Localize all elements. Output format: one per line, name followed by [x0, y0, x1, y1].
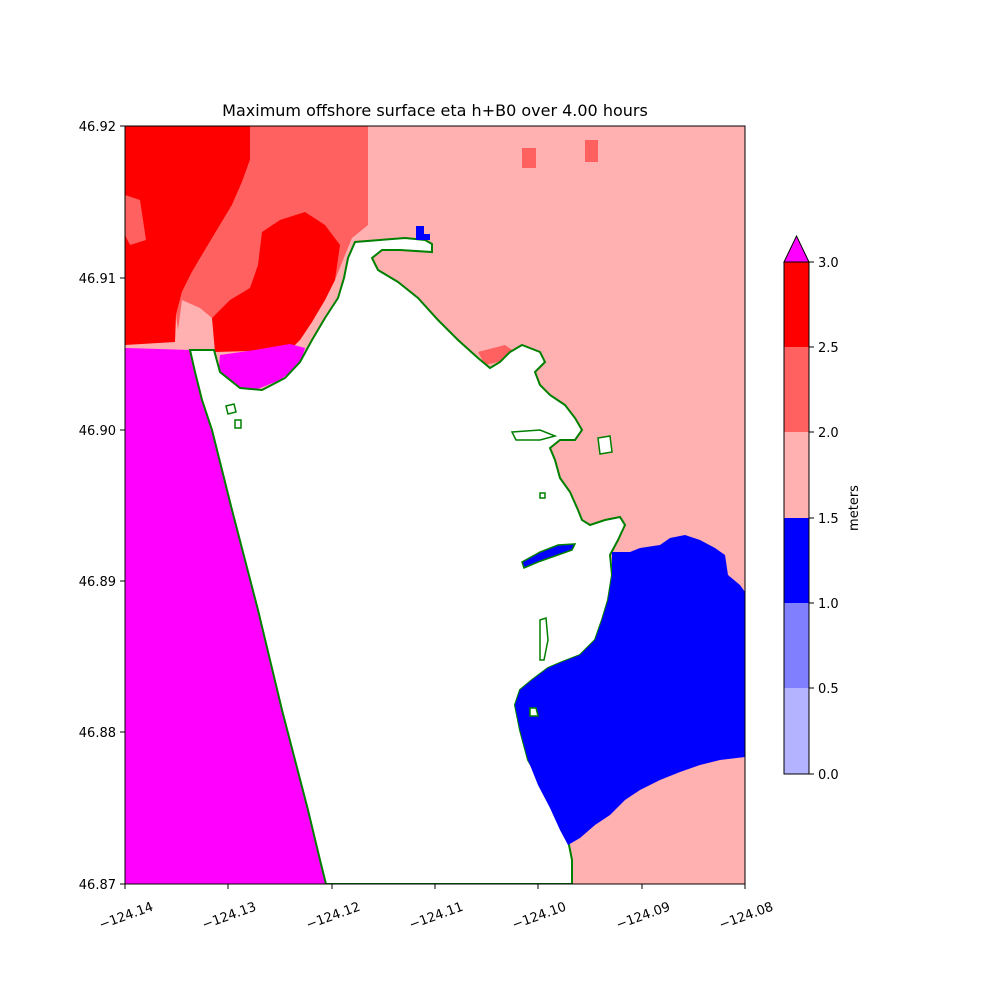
- band-2.5-3.0: [125, 126, 250, 345]
- colorbar-band-2.5-3.0: [784, 262, 809, 347]
- island: [597, 435, 613, 455]
- y-tick-label: 46.92: [79, 120, 116, 135]
- inundation-map: [125, 126, 745, 884]
- colorbar-band-1.5-2.0: [784, 432, 809, 518]
- colorbar-band-2.0-2.5: [784, 347, 809, 432]
- island: [539, 616, 549, 661]
- y-tick-label: 46.89: [79, 575, 116, 590]
- land: [188, 236, 627, 884]
- x-tick-label: −124.14: [97, 900, 155, 933]
- band-1.0-1.5: [515, 535, 745, 845]
- colorbar-tick-label: 3.0: [818, 256, 839, 271]
- band-2.0-2.5: [125, 195, 146, 245]
- band-2.5-3.0: [212, 212, 340, 352]
- colorbar-tick-label: 2.0: [818, 426, 839, 441]
- x-tick-label: −124.13: [200, 900, 258, 933]
- colorbar-extend-arrow: [783, 234, 810, 263]
- colorbar-band-0.0-0.5: [784, 688, 809, 774]
- x-axis: −124.14 −124.13 −124.12 −124.11 −124.10 …: [97, 884, 775, 933]
- x-tick-label: −124.12: [304, 900, 362, 933]
- colorbar-band-0.5-1.0: [784, 603, 809, 688]
- band-2.0-2.5: [522, 148, 536, 168]
- colorbar-band-1.0-1.5: [784, 518, 809, 603]
- x-tick-label: −124.09: [614, 900, 672, 933]
- island: [234, 419, 242, 429]
- y-tick-label: 46.88: [79, 726, 116, 741]
- band-1.0-1.5: [416, 226, 430, 240]
- band-over-3.0: [218, 344, 305, 390]
- x-tick-label: −124.08: [717, 900, 775, 933]
- island: [539, 492, 546, 499]
- island: [510, 429, 558, 441]
- colorbar-tick-label: 0.5: [818, 682, 839, 697]
- y-axis: 46.92 46.91 46.90 46.89 46.88 46.87: [79, 120, 125, 893]
- y-tick-label: 46.91: [79, 272, 116, 287]
- x-tick-label: −124.10: [510, 900, 568, 933]
- band-1.0-1.5: [521, 543, 577, 570]
- map-title: Maximum offshore surface eta h+B0 over 4…: [222, 101, 648, 120]
- colorbar-tick-label: 0.0: [818, 768, 839, 783]
- band-2.0-2.5: [300, 162, 324, 200]
- y-tick-label: 46.87: [79, 878, 116, 893]
- colorbar-label: meters: [847, 485, 862, 531]
- band-over-3.0: [125, 348, 326, 884]
- island: [225, 403, 237, 415]
- band-2.0-2.5: [585, 140, 598, 162]
- colorbar-tick-label: 2.5: [818, 341, 839, 356]
- island: [529, 707, 539, 717]
- y-tick-label: 46.90: [79, 424, 116, 439]
- colorbar-tick-label: 1.0: [818, 597, 839, 612]
- band-2.0-2.5: [478, 345, 515, 365]
- colorbar-tick-label: 1.5: [818, 512, 839, 527]
- x-tick-label: −124.11: [407, 900, 465, 933]
- colorbar: 3.0 2.5 2.0 1.5 1.0 0.5 0.0 meters: [783, 234, 862, 783]
